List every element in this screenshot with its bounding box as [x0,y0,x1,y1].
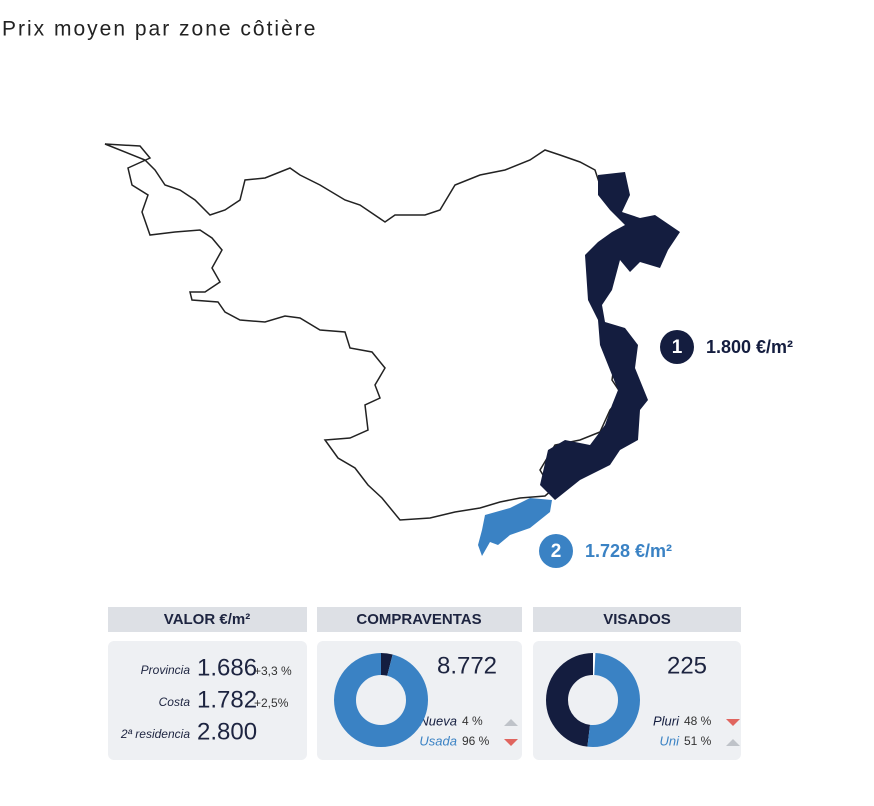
zone-marker [660,330,694,364]
zone-price: 1.728 €/m² [585,541,672,561]
row-label: Costa [159,695,191,709]
row-change: +3,3 % [254,664,292,678]
donut-segment [546,653,640,747]
panel-total: 225 [667,652,707,679]
trend-arrow [504,739,518,746]
segment-label: 4 % [462,714,483,728]
row-value: 2.800 [197,718,257,745]
trend-arrow [504,719,518,726]
zone-marker [539,534,573,568]
row-value: 1.686 [197,654,257,681]
title: Prix moyen par zone côtière [2,18,317,41]
donut-segment [546,653,640,747]
panel-bg [108,641,307,760]
panel-total: 8.772 [437,652,497,679]
panel-header: VALOR €/m² [164,611,250,628]
coast-zone-2 [478,498,552,556]
segment-label: 96 % [462,734,490,748]
segment-name: Usada [419,733,457,748]
zone-number: 2 [551,541,562,562]
panel-header: COMPRAVENTAS [356,611,481,628]
row-value: 1.782 [197,686,257,713]
segment-label: 51 % [684,734,712,748]
row-label: 2ª residencia [120,727,190,741]
panel-header-bg [108,607,307,632]
trend-arrow [726,719,740,726]
coast-zone-1 [540,172,680,500]
panel-header: VISADOS [603,611,671,628]
zone-price: 1.800 €/m² [706,337,793,357]
segment-name: Nueva [419,713,457,728]
panel-header-bg [317,607,522,632]
segment-label: 48 % [684,714,712,728]
zone-number: 1 [672,337,683,358]
row-change: +2,5% [254,696,289,710]
row-label: Provincia [141,663,191,677]
trend-arrow [726,739,740,746]
segment-name: Pluri [653,713,680,728]
panel-header-bg [533,607,741,632]
segment-name: Uni [659,733,680,748]
donut-segment [334,653,428,747]
